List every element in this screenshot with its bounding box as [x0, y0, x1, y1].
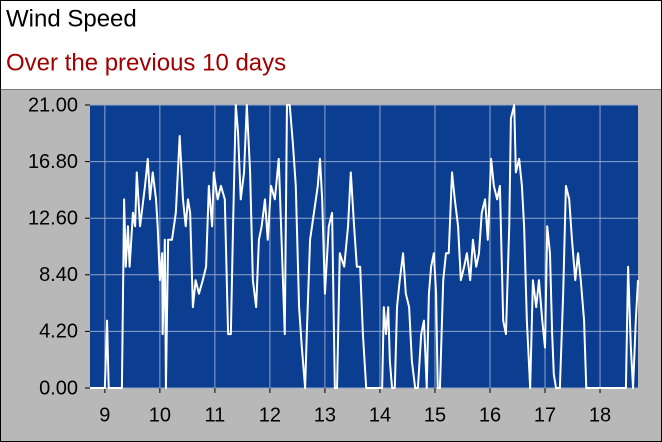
- x-tick-label: 16: [479, 404, 501, 426]
- x-tick-label: 9: [99, 404, 110, 426]
- x-tick-label: 10: [149, 404, 171, 426]
- x-tick-label: 13: [314, 404, 336, 426]
- y-tick-label: 21.00: [28, 94, 78, 116]
- chart-subtitle: Over the previous 10 days: [6, 49, 286, 76]
- chart-title: Wind Speed: [6, 5, 137, 32]
- y-tick-label: 16.80: [28, 151, 78, 173]
- y-tick-label: 0.00: [39, 377, 78, 399]
- y-tick-label: 12.60: [28, 207, 78, 229]
- x-tick-label: 18: [589, 404, 611, 426]
- line: [90, 104, 639, 389]
- y-tick-label: 4.20: [39, 321, 78, 343]
- y-tick-label: 8.40: [39, 264, 78, 286]
- x-tick-label: 17: [534, 404, 556, 426]
- x-tick-label: 15: [424, 404, 446, 426]
- x-tick-label: 14: [369, 404, 391, 426]
- x-tick-label: 11: [205, 404, 226, 426]
- x-tick-label: 12: [259, 404, 281, 426]
